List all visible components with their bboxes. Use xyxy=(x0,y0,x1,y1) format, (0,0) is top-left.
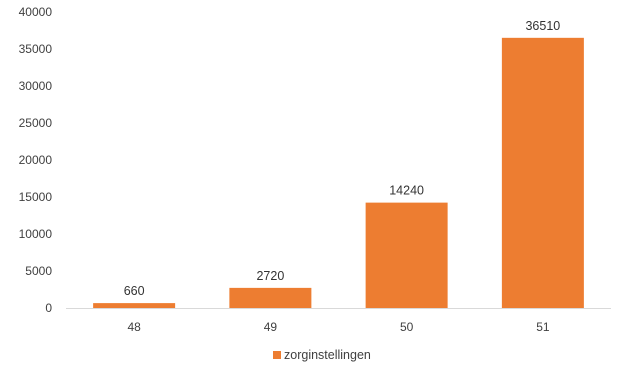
data-label: 36510 xyxy=(525,19,560,33)
y-tick-label: 15000 xyxy=(19,190,53,204)
data-label: 2720 xyxy=(256,269,284,283)
data-label: 660 xyxy=(124,284,145,298)
y-tick-label: 5000 xyxy=(25,264,52,278)
x-tick-label: 50 xyxy=(400,320,414,334)
y-tick-label: 30000 xyxy=(19,79,53,93)
data-label: 14240 xyxy=(389,184,424,198)
bar xyxy=(501,37,584,309)
y-tick-label: 40000 xyxy=(19,5,53,19)
x-tick-label: 51 xyxy=(536,320,550,334)
bars xyxy=(93,37,584,309)
legend: zorginstellingen xyxy=(273,348,371,362)
x-tick-label: 49 xyxy=(264,320,278,334)
legend-swatch xyxy=(273,351,281,359)
y-tick-label: 25000 xyxy=(19,116,53,130)
y-tick-label: 0 xyxy=(45,301,52,315)
bar xyxy=(93,303,176,308)
y-tick-label: 35000 xyxy=(19,42,53,56)
y-axis-ticks: 0 5000 10000 15000 20000 25000 30000 35000 40000 xyxy=(19,5,53,315)
x-tick-label: 48 xyxy=(127,320,141,334)
y-tick-label: 10000 xyxy=(19,227,53,241)
y-tick-label: 20000 xyxy=(19,153,53,167)
bar xyxy=(365,202,448,308)
legend-label: zorginstellingen xyxy=(284,348,371,362)
bar xyxy=(229,287,312,308)
x-axis-ticks: 48 49 50 51 xyxy=(127,320,549,334)
data-labels: 660 2720 14240 36510 xyxy=(124,19,561,298)
